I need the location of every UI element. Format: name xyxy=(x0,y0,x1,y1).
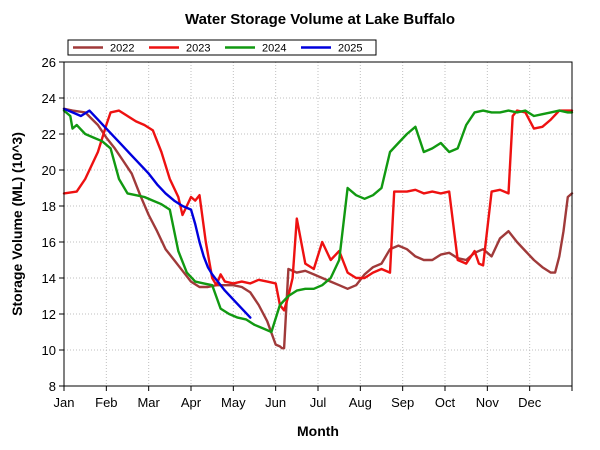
x-tick-label: Apr xyxy=(181,395,202,410)
x-tick-label: Feb xyxy=(95,395,117,410)
y-axis-title: Storage Volume (ML) (10^3) xyxy=(9,132,25,316)
x-tick-label: May xyxy=(221,395,246,410)
x-tick-label: Dec xyxy=(518,395,542,410)
y-tick-label: 26 xyxy=(42,55,56,70)
chart-title: Water Storage Volume at Lake Buffalo xyxy=(185,11,455,28)
series-line-2024 xyxy=(62,109,574,334)
y-tick-label: 14 xyxy=(42,271,56,286)
y-tick-label: 16 xyxy=(42,235,56,250)
x-axis-title: Month xyxy=(297,423,339,439)
legend-label-2023: 2023 xyxy=(186,43,210,55)
x-tick-label: Aug xyxy=(349,395,372,410)
y-tick-label: 10 xyxy=(42,343,56,358)
series-line-2023 xyxy=(62,109,574,312)
legend-label-2022: 2022 xyxy=(110,43,134,55)
y-tick-label: 12 xyxy=(42,307,56,322)
x-tick-label: Jul xyxy=(310,395,327,410)
y-tick-label: 8 xyxy=(49,379,56,394)
legend: 2022 2023 2024 2025 xyxy=(67,39,377,56)
legend-label-2024: 2024 xyxy=(262,43,286,55)
x-tick-label: Jan xyxy=(54,395,75,410)
axes: 8 10 12 14 16 18 20 22 24 26 Jan Feb Mar Apr May Jun Jul… xyxy=(42,55,573,410)
series-line-2022 xyxy=(62,107,574,350)
legend-box xyxy=(67,39,377,56)
x-tick-label: Sep xyxy=(391,395,414,410)
legend-label-2025: 2025 xyxy=(338,43,362,55)
grid xyxy=(64,62,572,386)
y-tick-label: 22 xyxy=(42,127,56,142)
x-tick-label: Nov xyxy=(476,395,500,410)
y-tick-label: 20 xyxy=(42,163,56,178)
y-tick-label: 24 xyxy=(42,91,56,106)
series-line-2025 xyxy=(62,107,252,319)
x-tick-label: Oct xyxy=(435,395,456,410)
x-tick-label: Mar xyxy=(137,395,160,410)
x-tick-label: Jun xyxy=(265,395,286,410)
series-group xyxy=(62,107,574,350)
y-tick-label: 18 xyxy=(42,199,56,214)
